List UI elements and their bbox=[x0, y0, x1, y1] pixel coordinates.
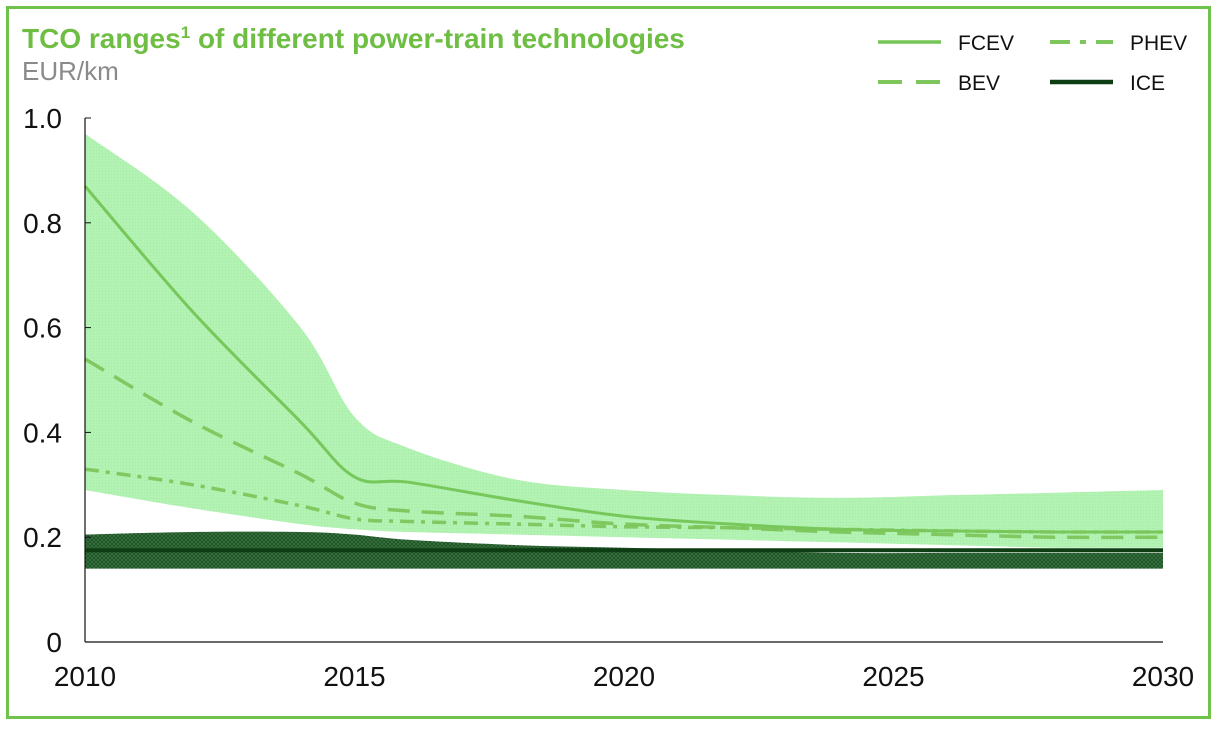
title-rest: of different power-train technologies bbox=[190, 23, 685, 54]
range-bands bbox=[85, 133, 1163, 569]
y-tick-label: 0.6 bbox=[23, 313, 62, 344]
x-tick-label: 2020 bbox=[593, 661, 655, 692]
y-tick-label: 1.0 bbox=[23, 103, 62, 134]
legend-label-phev: PHEV bbox=[1130, 32, 1187, 55]
axes: 0 0.2 0.4 0.6 0.8 1.0 2010 2015 2020 2025 2030 bbox=[23, 103, 1194, 692]
title-superscript: 1 bbox=[181, 23, 190, 42]
series-lines bbox=[83, 185, 1164, 553]
x-tick-label: 2030 bbox=[1132, 661, 1194, 692]
legend-label-ice: ICE bbox=[1130, 72, 1165, 95]
x-tick-label: 2015 bbox=[323, 661, 385, 692]
chart-title: TCO ranges1 of different power-train tec… bbox=[22, 23, 685, 54]
y-tick-label: 0 bbox=[46, 627, 62, 658]
legend-label-fcev: FCEV bbox=[958, 32, 1014, 55]
legend-label-bev: BEV bbox=[958, 72, 1000, 95]
series-line-fcev bbox=[83, 185, 1164, 534]
x-tick-label: 2010 bbox=[54, 661, 116, 692]
ev-range-band bbox=[85, 133, 1163, 548]
chart-frame bbox=[6, 6, 1211, 719]
y-tick-label: 0.4 bbox=[23, 417, 62, 448]
y-tick-label: 0.8 bbox=[23, 208, 62, 239]
series-line-phev bbox=[84, 467, 1164, 534]
y-tick-label: 0.2 bbox=[23, 522, 62, 553]
x-tick-label: 2025 bbox=[862, 661, 924, 692]
legend: FCEV PHEV BEV ICE bbox=[878, 32, 1187, 95]
series-line-bev bbox=[84, 357, 1164, 540]
chart-subtitle: EUR/km bbox=[22, 56, 119, 86]
